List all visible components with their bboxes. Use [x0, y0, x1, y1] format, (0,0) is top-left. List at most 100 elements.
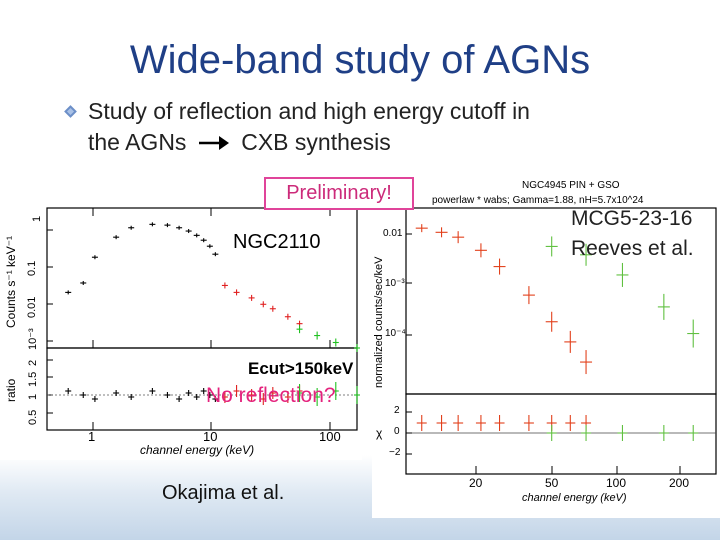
mcg-label: MCG5-23-16 — [571, 207, 693, 230]
ngc4945-point — [493, 258, 506, 275]
bullet-text: Study of reflection and high energy cuto… — [88, 96, 688, 158]
ngc2110-ratio-point — [149, 388, 156, 394]
ngc4945-resid-point — [523, 415, 534, 431]
ngc4945-resid-point — [475, 415, 486, 431]
preliminary-label: Preliminary! — [264, 177, 414, 210]
ngc2110-point — [269, 305, 276, 312]
diamond-bullet-icon — [64, 105, 77, 118]
ngc4945-resid-point — [658, 425, 669, 441]
ngc4945-xtick-20: 20 — [469, 476, 483, 490]
ngc4945-xlabel: channel energy (keV) — [522, 492, 627, 504]
ngc2110-point — [164, 223, 171, 228]
ngc2110-point — [149, 222, 156, 227]
ngc4945-resid-ytick-2: 2 — [394, 405, 400, 416]
ngc2110-ratio-point — [354, 386, 360, 404]
ngc2110-ratio-point — [91, 396, 98, 402]
ngc2110-ratio-point — [296, 384, 303, 402]
bullet-line-1: Study of reflection and high energy cuto… — [88, 98, 530, 124]
ngc4945-resid-point — [416, 415, 427, 431]
ngc2110-ratio-point — [65, 388, 72, 394]
ngc4945-resid-point — [546, 425, 557, 441]
ngc2110-point — [200, 238, 207, 243]
ngc4945-point — [452, 231, 465, 244]
ngc2110-point — [212, 252, 219, 257]
ngc4945-header-1: NGC4945 PIN + GSO — [522, 180, 620, 191]
okajima-label: Okajima et al. — [162, 482, 285, 504]
ngc2110-point — [128, 225, 135, 230]
ngc2110-xtick-100: 100 — [319, 429, 341, 444]
ngc4945-resid-point — [581, 425, 592, 441]
ngc2110-ylabel: Counts s⁻¹ keV⁻¹ — [4, 235, 18, 328]
ngc2110-point — [65, 290, 72, 295]
ngc4945-point — [474, 243, 487, 258]
ngc2110-ratio-point — [185, 390, 192, 396]
ngc4945-xtick-200: 200 — [669, 476, 690, 490]
ngc2110-point — [91, 255, 98, 260]
ngc2110-ytick-0.01: 0.01 — [26, 296, 38, 318]
ngc4945-point — [564, 330, 577, 353]
ngc4945-ytick-1e-3: 10⁻³ — [385, 278, 405, 289]
ngc4945-resid-point — [494, 415, 505, 431]
bullet-line-2b: CXB synthesis — [241, 129, 391, 155]
ngc2110-ytick-1: 1 — [31, 215, 43, 222]
ngc2110-ratio-ytick-0.5: 0.5 — [27, 409, 39, 425]
ngc2110-ratio-point — [332, 382, 339, 400]
ngc2110-point — [176, 225, 183, 230]
ngc2110-ratio-point — [193, 394, 200, 400]
ngc2110-ratio-ytick-2: 2 — [27, 359, 39, 366]
ngc2110-point — [332, 338, 339, 347]
mcg-reference: MCG5-23-16 Reeves et al. — [571, 204, 694, 264]
ngc4945-xtick-50: 50 — [545, 476, 559, 490]
ngc2110-label: NGC2110 — [233, 231, 321, 253]
ngc4945-resid-ytick-m2: −2 — [389, 447, 401, 458]
ngc2110-point — [260, 301, 267, 308]
ngc4945-ytick-0.01: 0.01 — [383, 228, 403, 239]
ngc2110-ratio-point — [164, 392, 171, 398]
ngc2110-ratio-ytick-1.5: 1.5 — [27, 371, 39, 387]
ngc4945-ylabel: normalized counts/sec/keV — [373, 256, 385, 388]
ngc2110-xlabel: channel energy (keV) — [140, 443, 255, 457]
ngc2110-ratio-ylabel: ratio — [4, 378, 18, 402]
ngc4945-ytick-1e-4: 10⁻⁴ — [385, 328, 406, 339]
ngc2110-ratio-point — [80, 392, 87, 398]
ngc2110-ratio-point — [200, 388, 207, 394]
ngc4945-resid-point — [617, 425, 628, 441]
ngc2110-point — [248, 294, 255, 301]
ngc2110-chart — [46, 207, 360, 431]
ngc2110-ytick-1e-3: 10⁻³ — [27, 328, 39, 350]
ngc2110-ytick-0.1: 0.1 — [26, 260, 38, 276]
slide-title: Wide-band study of AGNs — [129, 38, 591, 82]
ngc2110-point — [206, 244, 213, 249]
ngc4945-resid-point — [453, 415, 464, 431]
ngc2110-point — [284, 313, 291, 320]
ngc4945-xtick-100: 100 — [606, 476, 627, 490]
ngc4945-point — [616, 262, 629, 287]
ngc2110-point — [314, 331, 321, 340]
ngc4945-resid-ylabel: χ — [376, 426, 383, 440]
ngc2110-point — [80, 280, 87, 285]
ngc2110-point — [221, 282, 228, 289]
ngc2110-ratio-point — [128, 394, 135, 400]
ngc4945-resid-point — [565, 415, 576, 431]
ngc2110-ratio-point — [314, 388, 321, 406]
ngc4945-resid-ytick-0: 0 — [394, 426, 400, 437]
ngc2110-ratio-point — [206, 392, 213, 398]
ngc2110-ratio-point — [176, 396, 183, 402]
ngc2110-point — [233, 289, 240, 296]
ngc4945-point — [522, 286, 535, 305]
ngc2110-ratio-point — [284, 391, 291, 403]
ngc4945-resid-point — [436, 415, 447, 431]
ngc2110-point — [193, 233, 200, 238]
ngc2110-spectrum-frame — [46, 207, 358, 349]
ngc2110-ratio-point — [113, 390, 120, 396]
ngc2110-ratio-point — [212, 396, 219, 402]
ngc4945-point — [687, 319, 700, 348]
ngc2110-ratio-point — [221, 391, 228, 403]
ngc2110-xtick-10: 10 — [203, 429, 218, 444]
ngc4945-point — [545, 236, 558, 257]
ngc2110-figure: 1 10 100 channel energy (keV) 1 0.1 0.01… — [0, 200, 362, 460]
no-reflection-label: No reflection? — [206, 384, 336, 407]
ngc2110-ratio-ytick-1: 1 — [27, 393, 39, 400]
ngc4945-point — [545, 311, 558, 332]
ngc2110-xtick-1: 1 — [88, 429, 96, 444]
